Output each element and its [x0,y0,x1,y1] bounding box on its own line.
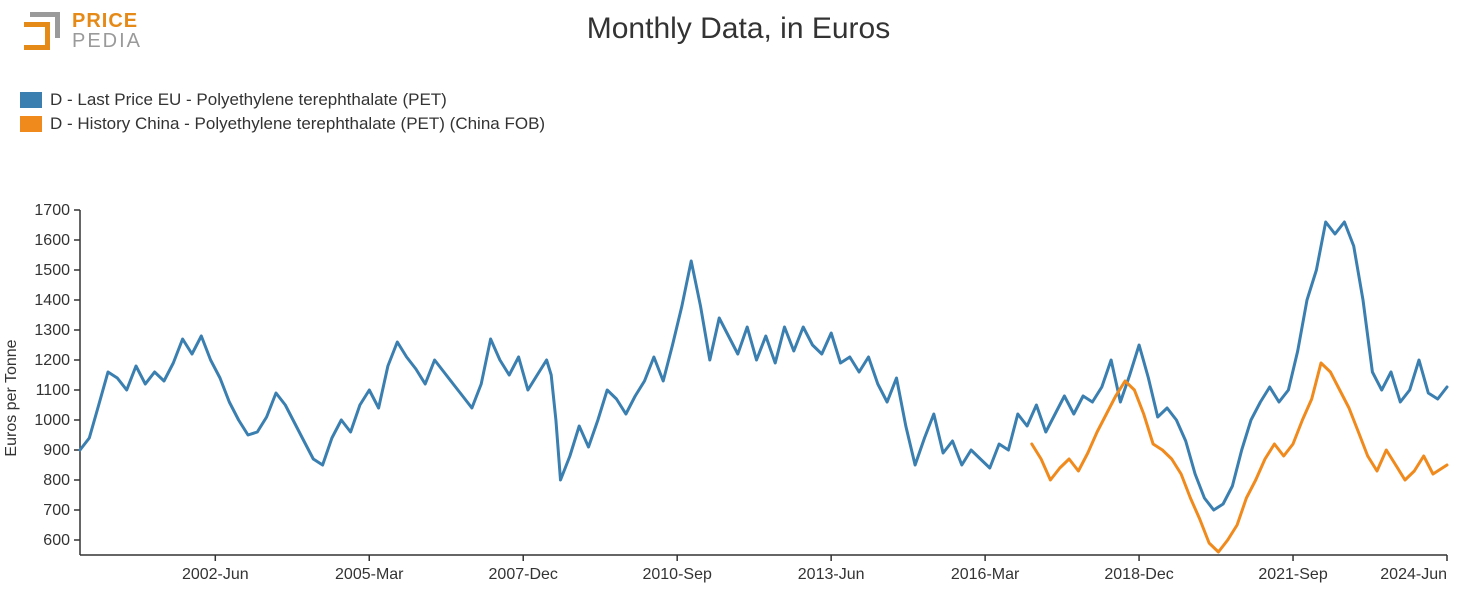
y-tick-label: 1700 [34,202,70,219]
legend-swatch [20,92,42,108]
legend-item: D - Last Price EU - Polyethylene terepht… [20,90,545,110]
x-tick-label: 2005-Mar [335,566,404,583]
legend-label: D - Last Price EU - Polyethylene terepht… [50,90,447,110]
legend-label: D - History China - Polyethylene terepht… [50,114,545,134]
y-tick-label: 900 [43,442,70,459]
legend-item: D - History China - Polyethylene terepht… [20,114,545,134]
chart-legend: D - Last Price EU - Polyethylene terepht… [20,90,545,138]
y-axis-label: Euros per Tonne [3,339,21,456]
x-tick-label: 2024-Jun [1380,566,1447,583]
y-tick-label: 800 [43,472,70,489]
series-line [80,222,1447,510]
x-tick-label: 2021-Sep [1258,566,1327,583]
y-tick-label: 1300 [34,322,70,339]
y-tick-label: 1000 [34,412,70,429]
x-tick-label: 2018-Dec [1104,566,1173,583]
y-tick-label: 1500 [34,262,70,279]
chart-container: PRICE PEDIA Monthly Data, in Euros D - L… [0,0,1477,615]
chart-svg: 600 700 800 900 1000 1100 1200 1300 1400 1500 1600… [20,200,1457,595]
x-tick-label: 2013-Jun [798,566,865,583]
y-tick-label: 1600 [34,232,70,249]
y-tick-label: 1100 [36,382,71,399]
legend-swatch [20,116,42,132]
chart-title: Monthly Data, in Euros [0,12,1477,46]
chart-plot-area: Euros per Tonne 600700800900100011001200… [20,200,1457,595]
x-tick-label: 2002-Jun [182,566,249,583]
x-tick-label: 2007-Dec [489,566,558,583]
x-tick-label: 2010-Sep [642,566,711,583]
y-tick-label: 1200 [34,352,70,369]
y-tick-label: 700 [43,502,70,519]
x-tick-label: 2016-Mar [951,566,1020,583]
y-tick-label: 1400 [34,292,70,309]
y-tick-label: 600 [43,532,70,549]
